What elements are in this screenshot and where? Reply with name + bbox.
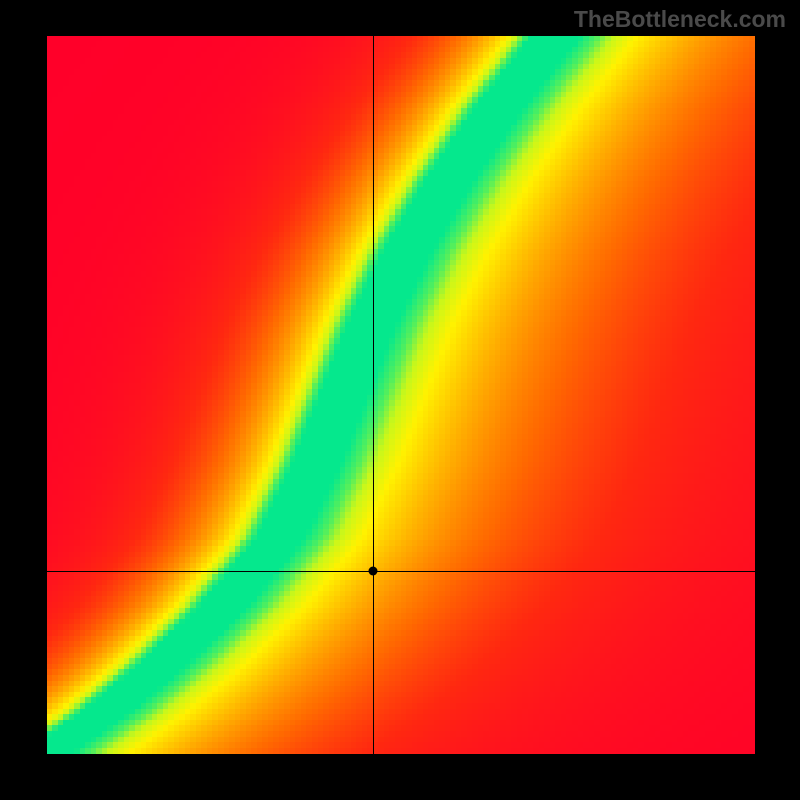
watermark-text: TheBottleneck.com [574,6,786,33]
crosshair-horizontal [47,571,755,572]
crosshair-vertical [373,36,374,754]
heatmap-canvas [47,36,755,754]
plot-area [47,36,755,754]
marker-dot [369,566,378,575]
